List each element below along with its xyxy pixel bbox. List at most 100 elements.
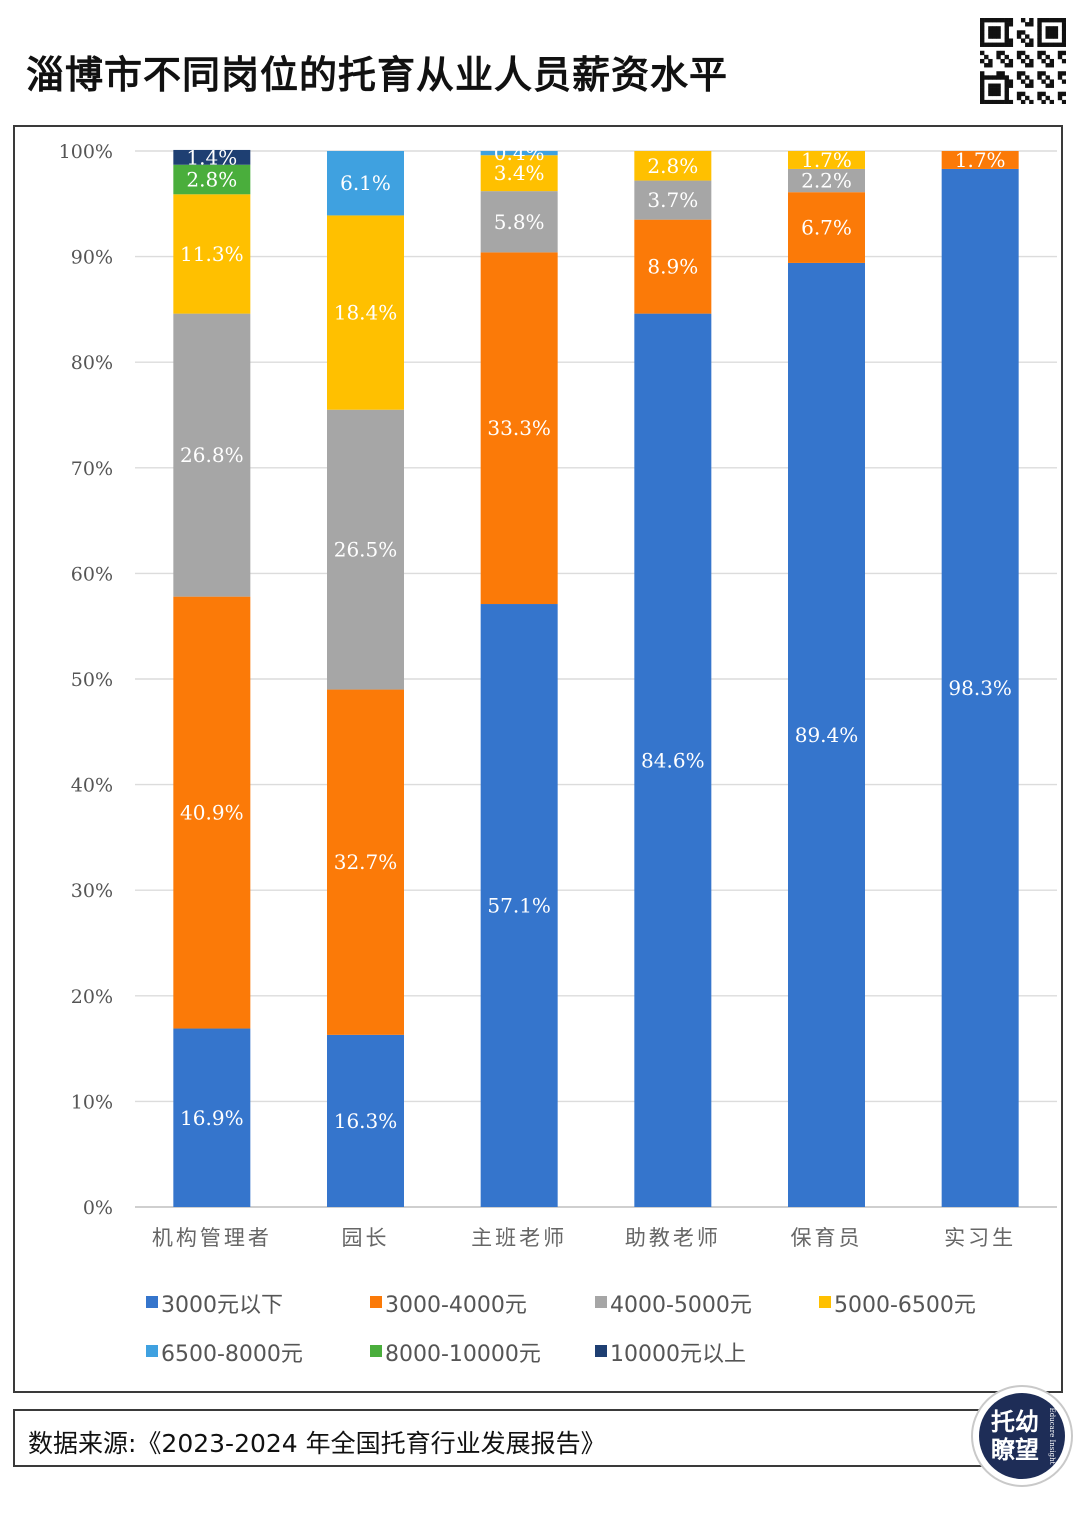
data-source-text: 数据来源:《2023-2024 年全国托育行业发展报告》 — [28, 1429, 606, 1458]
logo-text-line2: 瞭望 — [991, 1436, 1039, 1464]
qr-module — [1016, 95, 1022, 101]
data-label: 2.8% — [647, 154, 698, 178]
qr-module — [1061, 34, 1066, 39]
legend-swatch — [146, 1296, 158, 1308]
qr-module — [1029, 22, 1034, 27]
bar-segment[interactable] — [788, 151, 865, 169]
qr-module — [996, 99, 1001, 104]
bar-segment[interactable] — [327, 1034, 404, 1207]
qr-module — [1037, 18, 1042, 23]
qr-module — [980, 42, 985, 47]
data-label: 33.3% — [487, 416, 551, 440]
qr-module — [992, 87, 997, 93]
qr-module — [992, 30, 997, 35]
qr-module — [1004, 18, 1009, 23]
bar-segment[interactable] — [173, 596, 251, 1029]
bar-segment[interactable] — [327, 151, 404, 216]
qr-module — [1041, 58, 1046, 64]
qr-module — [1037, 95, 1042, 101]
qr-module — [1008, 83, 1014, 88]
bar-segment[interactable] — [480, 604, 558, 1207]
qr-module — [984, 75, 989, 80]
bar-segment[interactable] — [941, 151, 1019, 169]
qr-module — [1025, 42, 1030, 47]
y-tick-label: 30% — [71, 880, 113, 902]
qr-module — [1029, 63, 1034, 68]
qr-module — [1037, 91, 1042, 97]
bar-segment[interactable] — [634, 180, 712, 220]
bar-segment[interactable] — [327, 215, 404, 410]
bar-segment[interactable] — [327, 409, 404, 690]
qr-module — [996, 87, 1001, 93]
bar-segment[interactable] — [480, 151, 558, 156]
data-label: 26.5% — [334, 538, 398, 562]
qr-module — [1041, 42, 1046, 47]
qr-module — [1053, 42, 1059, 47]
qr-module — [1016, 75, 1022, 80]
qr-module — [980, 95, 985, 101]
bar-segment[interactable] — [480, 252, 558, 605]
qr-module — [980, 18, 985, 23]
qr-module — [988, 18, 993, 23]
qr-module — [992, 91, 997, 97]
qr-module — [1049, 79, 1055, 84]
qr-module — [1049, 99, 1055, 104]
bar-segment[interactable] — [173, 149, 251, 165]
qr-module — [980, 87, 985, 93]
bar-segment[interactable] — [173, 194, 251, 314]
bar-segment[interactable] — [173, 313, 251, 597]
qr-module — [1025, 22, 1030, 27]
qr-module — [1000, 42, 1005, 47]
qr-module — [1020, 91, 1026, 97]
data-label: 98.3% — [948, 676, 1012, 700]
qr-module — [1008, 18, 1014, 23]
qr-module — [1053, 34, 1059, 39]
qr-module — [1004, 99, 1009, 104]
qr-module — [1061, 91, 1066, 97]
qr-module — [996, 75, 1001, 80]
qr-code-icon[interactable] — [980, 18, 1066, 104]
qr-module — [1020, 99, 1026, 104]
bar-segment[interactable] — [173, 1028, 251, 1207]
qr-module — [980, 30, 985, 35]
bar-segment[interactable] — [173, 164, 251, 195]
qr-module — [1029, 38, 1034, 43]
qr-module — [1004, 30, 1009, 35]
bar-segment[interactable] — [788, 168, 865, 193]
bar-segment[interactable] — [480, 155, 558, 192]
bar-segment[interactable] — [634, 219, 712, 314]
qr-module — [980, 34, 985, 39]
qr-module — [1000, 58, 1005, 64]
qr-module — [1045, 34, 1050, 39]
qr-module — [996, 71, 1001, 76]
bar-segment[interactable] — [480, 191, 558, 253]
y-tick-label: 0% — [83, 1197, 113, 1219]
y-tick-label: 20% — [71, 986, 113, 1008]
legend-label: 8000-10000元 — [385, 1342, 541, 1367]
bar-segment[interactable] — [634, 313, 712, 1207]
logo-text-line1: 托幼 — [991, 1408, 1039, 1436]
qr-module — [1004, 87, 1009, 93]
qr-module — [980, 26, 985, 31]
qr-module — [996, 91, 1001, 97]
bar-segment[interactable] — [327, 689, 404, 1035]
legend-label: 3000-4000元 — [385, 1293, 527, 1318]
bar-segment[interactable] — [788, 192, 865, 263]
qr-module — [1004, 38, 1009, 43]
qr-module — [1008, 42, 1014, 47]
qr-module — [1061, 99, 1066, 104]
qr-module — [996, 42, 1001, 47]
qr-module — [1045, 95, 1050, 101]
bar-segment[interactable] — [788, 262, 865, 1207]
bar-segment[interactable] — [634, 151, 712, 181]
qr-module — [1037, 71, 1042, 76]
qr-module — [1029, 83, 1034, 88]
qr-module — [980, 58, 985, 64]
data-label: 16.9% — [180, 1106, 244, 1130]
bar-segment[interactable] — [941, 168, 1019, 1207]
qr-module — [996, 18, 1001, 23]
qr-module — [1057, 50, 1063, 56]
x-category-label: 主班老师 — [471, 1226, 567, 1250]
data-label: 5.8% — [494, 210, 545, 234]
legend-label: 6500-8000元 — [161, 1342, 303, 1367]
